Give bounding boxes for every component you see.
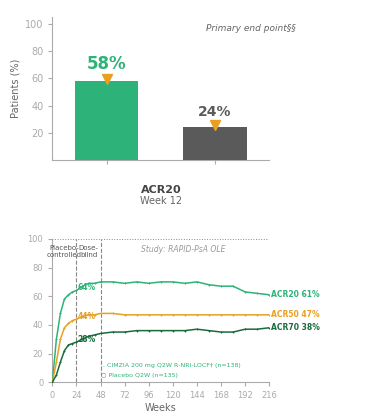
- X-axis label: Weeks: Weeks: [145, 403, 177, 413]
- Text: Primary end point§§: Primary end point§§: [206, 24, 296, 33]
- Text: ACR20 61%: ACR20 61%: [271, 290, 320, 299]
- Text: Placebo-
controlled: Placebo- controlled: [47, 244, 82, 257]
- Text: ACR50 47%: ACR50 47%: [271, 310, 320, 319]
- Bar: [75, 81, 138, 160]
- Text: Dose-
blind: Dose- blind: [79, 244, 98, 257]
- Text: Study: RAPID-PsA OLE: Study: RAPID-PsA OLE: [141, 244, 225, 254]
- Text: ○ Placebo Q2W (n=135): ○ Placebo Q2W (n=135): [101, 373, 177, 378]
- Text: 58%: 58%: [87, 55, 126, 73]
- Text: ACR70 38%: ACR70 38%: [271, 323, 320, 332]
- Text: .. CIMZIA 200 mg Q2W R‐NRI-LOCF† (n=138): .. CIMZIA 200 mg Q2W R‐NRI-LOCF† (n=138): [101, 362, 240, 368]
- Text: 44%: 44%: [77, 312, 96, 321]
- Text: 28%: 28%: [77, 335, 96, 344]
- Y-axis label: Patients (%): Patients (%): [11, 59, 21, 118]
- Text: Week 12: Week 12: [140, 196, 182, 205]
- Text: 64%: 64%: [77, 283, 96, 292]
- Text: 24%: 24%: [198, 105, 232, 119]
- Text: ACR20: ACR20: [141, 185, 181, 194]
- Bar: [183, 127, 247, 160]
